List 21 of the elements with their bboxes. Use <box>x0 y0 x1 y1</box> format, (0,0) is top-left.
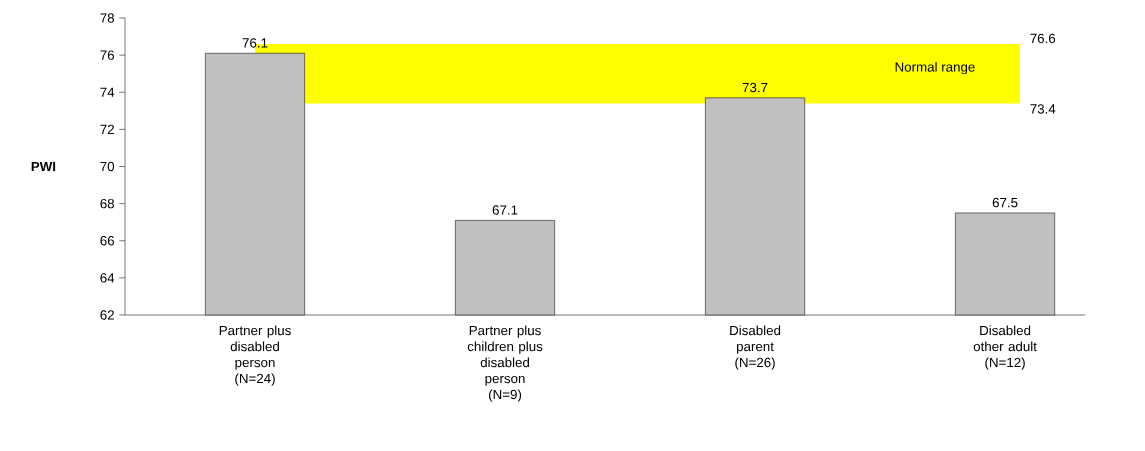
y-tick-label: 76 <box>100 50 115 60</box>
y-tick-label: 74 <box>100 87 115 97</box>
y-tick-label: 64 <box>100 273 115 283</box>
y-tick-label: 62 <box>100 310 114 320</box>
text: 73.4 <box>1030 104 1056 114</box>
x-tick-label: Partner plus disabled person (N=24) <box>219 325 291 386</box>
y-tick-label: 70 <box>100 161 115 172</box>
y-tick-label: 66 <box>100 236 115 246</box>
x-tick-label: Partner plus children plus disabled person (N=9) <box>467 325 543 402</box>
y-tick-label: 78 <box>100 13 115 23</box>
text: 76.6 <box>1030 33 1056 44</box>
y-tick-label: 72 <box>100 124 114 135</box>
band-label: Normal range <box>895 61 975 75</box>
data-label: 76.1 <box>242 38 268 48</box>
x-tick-label: Disabled other adult (N=12) <box>973 325 1037 370</box>
data-label: 73.7 <box>742 82 768 93</box>
x-tick-label: Disabled parent (N=26) <box>730 325 781 370</box>
y-axis-title: PWI <box>31 161 56 172</box>
data-label: 67.5 <box>992 197 1018 208</box>
data-label: 67.1 <box>492 205 518 215</box>
y-tick-label: 68 <box>100 198 115 209</box>
